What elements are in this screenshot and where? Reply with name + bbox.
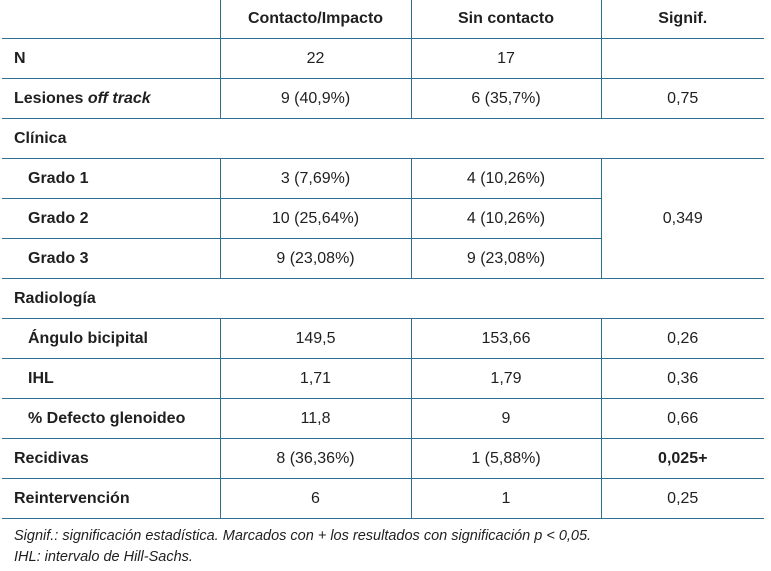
row-angulo-bicipital: Ángulo bicipital 149,5 153,66 0,26 <box>2 318 764 359</box>
cell-sin-contacto: 9 (23,08%) <box>410 238 601 279</box>
cell-contacto: 9 (40,9%) <box>219 78 412 119</box>
row-grado-3: Grado 3 9 (23,08%) 9 (23,08%) <box>2 238 764 279</box>
results-table: Contacto/Impacto Sin contacto Signif. N … <box>2 0 764 519</box>
cell-sin-contacto: 6 (35,7%) <box>410 78 602 119</box>
table-footnotes: Signif.: significación estadística. Marc… <box>14 526 591 568</box>
row-label: Ángulo bicipital <box>2 318 221 359</box>
cell-sin-contacto: 4 (10,26%) <box>410 198 601 239</box>
cell-sin-contacto: 1 (5,88%) <box>410 438 602 479</box>
header-empty <box>2 0 221 39</box>
row-recidivas: Recidivas 8 (36,36%) 1 (5,88%) 0,025+ <box>2 438 764 479</box>
row-section-radiologia: Radiología <box>2 278 764 319</box>
row-label: % Defecto glenoideo <box>2 398 221 439</box>
cell-signif: 0,75 <box>600 78 764 119</box>
row-label: Grado 2 <box>2 198 221 239</box>
row-grado-2: Grado 2 10 (25,64%) 4 (10,26%) <box>2 198 764 239</box>
row-label-prefix: Lesiones <box>14 89 84 107</box>
row-label-italic: off track <box>87 89 151 107</box>
cell-contacto: 149,5 <box>219 318 412 359</box>
cell-signif-clinica: 0,349 <box>600 158 764 279</box>
header-signif: Signif. <box>600 0 764 39</box>
cell-contacto: 9 (23,08%) <box>219 238 412 279</box>
cell-signif: 0,26 <box>600 318 764 359</box>
cell-sin-contacto: 17 <box>410 38 602 79</box>
section-label: Clínica <box>2 118 764 159</box>
row-label: Grado 3 <box>2 238 221 279</box>
cell-signif-significant: 0,025+ <box>600 438 764 479</box>
cell-signif <box>600 38 764 79</box>
cell-contacto: 1,71 <box>219 358 412 399</box>
header-contacto-impacto: Contacto/Impacto <box>219 0 412 39</box>
header-sin-contacto: Sin contacto <box>410 0 602 39</box>
cell-signif: 0,66 <box>600 398 764 439</box>
cell-sin-contacto: 153,66 <box>410 318 602 359</box>
cell-contacto: 8 (36,36%) <box>219 438 412 479</box>
cell-contacto: 3 (7,69%) <box>219 158 412 199</box>
cell-contacto: 11,8 <box>219 398 412 439</box>
row-label: Recidivas <box>2 438 221 479</box>
row-label: IHL <box>2 358 221 399</box>
cell-sin-contacto: 9 <box>410 398 602 439</box>
row-ihl: IHL 1,71 1,79 0,36 <box>2 358 764 399</box>
row-n: N 22 17 <box>2 38 764 79</box>
row-label: Lesiones off track <box>2 78 221 119</box>
cell-signif: 0,25 <box>600 478 764 519</box>
cell-sin-contacto: 4 (10,26%) <box>410 158 602 199</box>
cell-sin-contacto: 1 <box>410 478 602 519</box>
section-label: Radiología <box>2 278 764 319</box>
row-lesiones-off-track: Lesiones off track 9 (40,9%) 6 (35,7%) 0… <box>2 78 764 119</box>
cell-contacto: 6 <box>219 478 412 519</box>
row-label: N <box>2 38 221 79</box>
row-section-clinica: Clínica <box>2 118 764 159</box>
cell-sin-contacto: 1,79 <box>410 358 602 399</box>
footnote-signif: Signif.: significación estadística. Marc… <box>14 528 592 544</box>
row-reintervencion: Reintervención 6 1 0,25 <box>2 478 764 519</box>
footnote-ihl: IHL: intervalo de Hill-Sachs. <box>14 549 193 565</box>
cell-contacto: 22 <box>219 38 412 79</box>
row-label: Reintervención <box>2 478 221 519</box>
row-grado-1: Grado 1 3 (7,69%) 4 (10,26%) 0,349 <box>2 158 764 279</box>
cell-contacto: 10 (25,64%) <box>219 198 412 239</box>
row-defecto-glenoideo: % Defecto glenoideo 11,8 9 0,66 <box>2 398 764 439</box>
header-row: Contacto/Impacto Sin contacto Signif. <box>2 0 764 39</box>
cell-signif: 0,36 <box>600 358 764 399</box>
row-label: Grado 1 <box>2 158 221 199</box>
